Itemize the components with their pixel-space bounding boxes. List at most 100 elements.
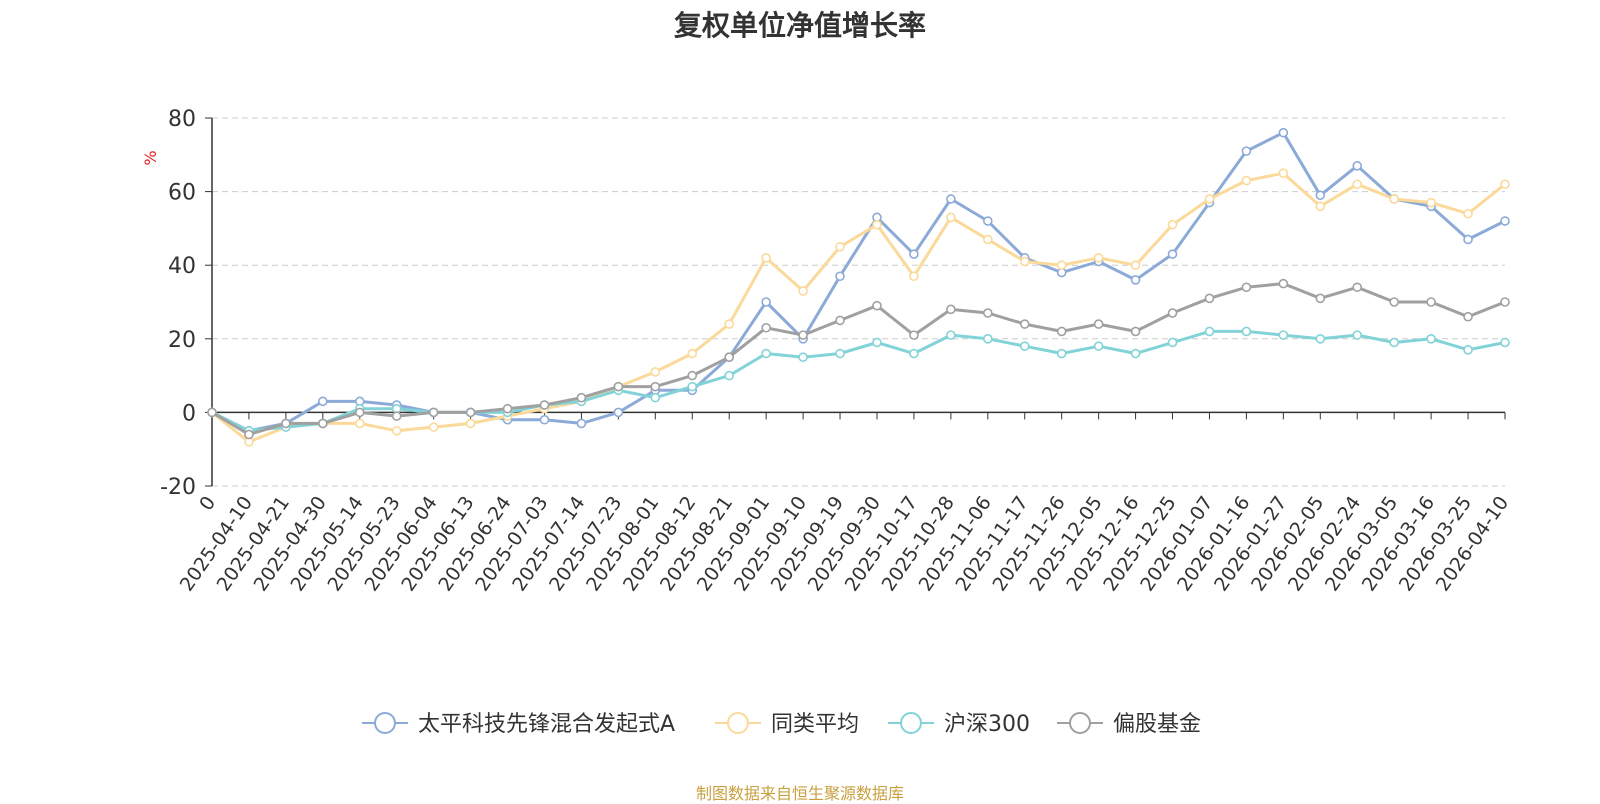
source-note: 制图数据来自恒生聚源数据库 [695,784,904,803]
data-point-1 [1019,256,1030,267]
data-point-2 [1167,337,1178,348]
data-point-1 [1315,201,1326,212]
data-point-2 [946,330,956,340]
data-point-2 [1056,348,1067,359]
data-point-3 [1204,293,1215,304]
data-point-3 [946,304,956,315]
data-point-3 [1167,308,1178,318]
data-point-0 [1278,127,1289,138]
data-point-3 [1019,319,1030,329]
data-point-3 [1500,297,1510,307]
legend-item-1[interactable]: 同类平均 [715,712,859,737]
data-point-3 [613,381,624,392]
legend[interactable]: 太平科技先锋混合发起式A 同类平均 沪深300 偏股基金 [362,712,1201,737]
data-point-2 [1500,337,1510,348]
legend-item-0[interactable]: 太平科技先锋混合发起式A [362,712,675,737]
data-point-2 [1204,326,1215,337]
data-point-2 [1352,330,1363,340]
legend-label: 太平科技先锋混合发起式A [418,712,675,737]
legend-item-2[interactable]: 沪深300 [888,712,1030,737]
data-point-2 [1093,341,1104,351]
data-point-3 [1352,282,1363,293]
legend-swatch-marker [374,712,396,734]
data-point-1 [1167,219,1178,230]
data-point-1 [650,367,661,377]
data-point-1 [1426,197,1436,208]
y-tick-label: 40 [168,254,196,279]
data-point-1 [1130,260,1141,271]
chart-title: 复权单位净值增长率 [673,9,926,42]
data-point-3 [835,315,845,326]
data-point-3 [909,330,919,340]
data-point-0 [613,407,624,418]
data-point-2 [761,348,771,359]
data-point-3 [1463,311,1473,322]
x-tick-label: 0 [195,492,220,515]
data-point-2 [1463,345,1473,355]
data-point-0 [946,194,956,204]
data-point-1 [1204,194,1215,204]
data-point-3 [1389,297,1399,307]
axis-layer: -20020406080%02025-04-102025-04-212025-0… [141,107,1513,595]
data-point-1 [1056,260,1067,271]
data-point-0 [1352,161,1363,171]
data-point-0 [761,297,771,307]
data-point-1 [687,348,698,359]
grid-layer [212,117,1505,487]
data-point-2 [798,352,808,363]
data-point-1 [1389,194,1399,204]
data-point-2 [724,370,735,381]
data-point-3 [391,411,402,421]
data-point-3 [576,392,587,403]
data-point-3 [798,330,808,340]
data-point-1 [946,212,956,223]
data-point-0 [909,249,919,259]
data-point-3 [687,370,698,381]
data-point-2 [687,381,698,392]
data-point-1 [1352,179,1363,190]
data-point-1 [1278,168,1289,178]
data-point-3 [872,300,882,311]
data-point-0 [835,271,845,282]
y-tick-label: -20 [160,475,196,500]
data-point-1 [835,242,845,252]
data-point-0 [539,414,550,425]
legend-item-3[interactable]: 偏股基金 [1057,712,1201,737]
data-point-0 [576,418,587,429]
data-point-3 [1241,282,1252,293]
legend-swatch-marker [1069,712,1091,734]
data-point-3 [354,407,365,418]
data-point-2 [1389,337,1399,348]
legend-label: 偏股基金 [1113,712,1201,737]
data-point-3 [1093,319,1104,329]
data-point-0 [1167,249,1178,259]
series-line-1 [211,171,1506,444]
data-point-1 [982,234,993,245]
data-point-0 [318,396,328,407]
legend-swatch-marker [727,712,749,734]
data-point-3 [761,322,771,333]
data-point-0 [982,216,993,226]
data-point-1 [465,418,476,429]
data-point-0 [1241,146,1252,156]
data-point-1 [724,319,735,329]
data-point-2 [1019,341,1030,351]
data-point-3 [1426,297,1436,307]
data-point-1 [428,422,439,432]
data-point-3 [650,381,661,392]
line-chart: -20020406080%02025-04-102025-04-212025-0… [141,107,1513,737]
data-point-0 [1315,190,1326,201]
data-point-3 [1130,326,1141,337]
data-point-1 [1241,175,1252,186]
data-point-3 [428,407,439,418]
y-tick-label: 20 [168,328,196,353]
series-line-0 [211,131,1506,433]
data-point-0 [1500,216,1510,226]
data-point-1 [354,418,365,429]
y-tick-label: 60 [168,181,196,206]
data-point-1 [909,271,919,282]
y-axis-label: % [141,150,160,165]
data-point-3 [724,352,735,363]
y-tick-label: 0 [182,401,196,426]
data-point-3 [207,407,217,418]
